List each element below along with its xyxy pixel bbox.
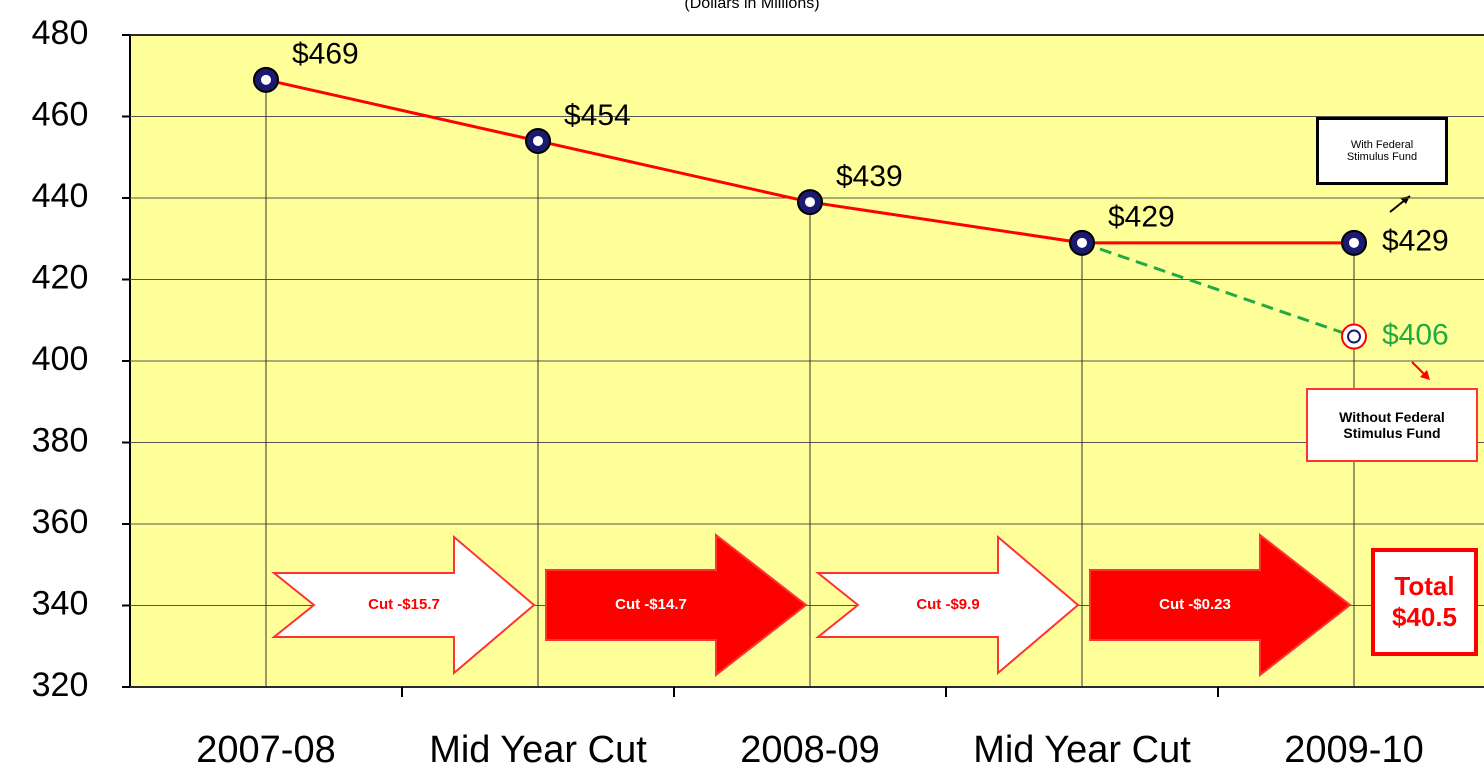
x-tick-label: 2007-08	[196, 729, 335, 771]
legend-box: Without Federal Stimulus Fund	[1306, 388, 1478, 462]
cut-arrow	[1089, 532, 1352, 678]
total-value: $40.5	[1391, 602, 1458, 632]
cut-arrow	[545, 532, 808, 678]
total-label: Total	[1394, 571, 1455, 601]
x-tick-label: 2009-10	[1284, 729, 1423, 771]
cut-label: Cut -$14.7	[615, 596, 687, 613]
data-label: $469	[292, 38, 359, 71]
data-label: $429	[1108, 201, 1175, 234]
data-label: $406	[1382, 318, 1449, 351]
y-tick-label: 460	[32, 95, 89, 133]
data-label: $454	[564, 99, 631, 132]
legend-label: Without Federal Stimulus Fund	[1339, 409, 1445, 441]
point-marker-inner	[1347, 235, 1361, 250]
chart-subtitle: (Dollars in Millions)	[684, 0, 819, 12]
legend-label: With Federal Stimulus Fund	[1346, 139, 1418, 163]
series-line	[1081, 241, 1355, 338]
point-marker-inner	[1347, 329, 1361, 344]
legend-box: With Federal Stimulus Fund	[1316, 117, 1448, 185]
x-tick-label: Mid Year Cut	[973, 729, 1191, 771]
point-marker-inner	[1075, 235, 1089, 250]
y-tick-label: 480	[32, 14, 89, 52]
y-tick-label: 420	[32, 258, 89, 296]
data-label: $429	[1382, 225, 1449, 258]
y-tick-label: 340	[32, 584, 89, 622]
y-tick-label: 360	[32, 503, 89, 541]
point-marker-inner	[803, 195, 817, 210]
legend-pointer-head	[1420, 370, 1430, 380]
cut-label: Cut -$15.7	[368, 596, 440, 613]
cut-arrow	[271, 534, 536, 676]
cut-arrow	[815, 534, 1080, 676]
y-tick-label: 440	[32, 177, 89, 215]
cut-label: Cut -$0.23	[1159, 596, 1231, 613]
point-marker-inner	[259, 72, 273, 87]
data-label: $439	[836, 160, 903, 193]
y-tick-label: 380	[32, 421, 89, 459]
x-tick-label: Mid Year Cut	[429, 729, 647, 771]
point-marker-inner	[531, 133, 545, 148]
total-box: Total $40.5	[1371, 548, 1478, 656]
x-tick-label: 2008-09	[740, 729, 879, 771]
cut-label: Cut -$9.9	[916, 596, 979, 613]
y-tick-label: 400	[32, 340, 89, 378]
y-tick-label: 320	[32, 666, 89, 704]
